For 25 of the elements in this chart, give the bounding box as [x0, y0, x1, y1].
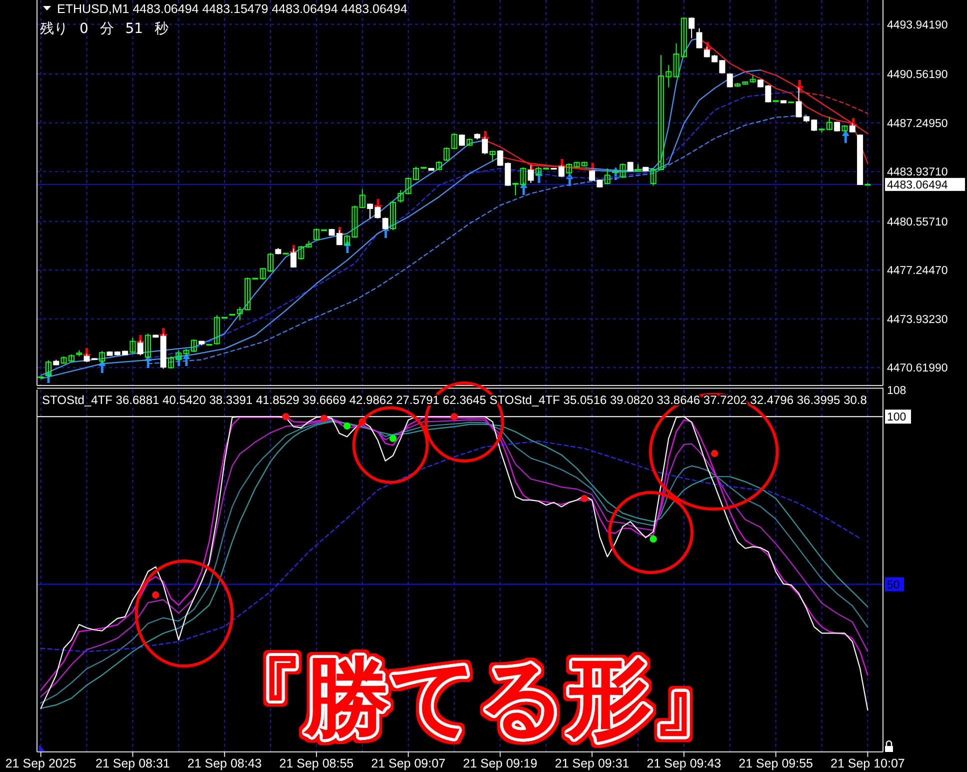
y-tick-label: 100 [887, 412, 906, 424]
ref-line-label: 4483.06494 [887, 179, 948, 192]
x-tick-label: 21 Sep 09:31 [554, 756, 630, 770]
annotation: 残り 0 分 51 秒 [40, 21, 169, 37]
y-tick-label: 50 [887, 579, 900, 592]
y-tick-label: 108 [887, 384, 906, 397]
x-tick-label: 21 Sep 09:43 [646, 756, 722, 770]
x-tick-label: 21 Sep 08:43 [187, 756, 262, 770]
y-tick-label: 4487.24950 [887, 118, 948, 130]
x-tick-label: 21 Sep 08:55 [279, 756, 354, 770]
y-tick-label: 4480.55710 [887, 216, 948, 228]
y-tick-label: 4490.56190 [887, 69, 948, 82]
x-tick-label: 21 Sep 08:31 [96, 756, 170, 770]
x-tick-label: 21 Sep 09:19 [463, 756, 538, 770]
y-tick-label: 4470.61990 [887, 362, 948, 375]
x-tick-label: 21 Sep 09:07 [371, 756, 446, 770]
x-tick-label: 21 Sep 09:55 [738, 756, 814, 770]
y-tick-label: 4477.24470 [887, 265, 948, 278]
chart-title: ETHUSD,M1 4483.06494 4483.15479 4483.06494 4483.06494 [57, 2, 408, 16]
y-tick-label: 4493.94190 [887, 19, 948, 32]
y-tick-label: 4473.93230 [887, 314, 948, 326]
x-tick-label: 21 Sep 2025 [5, 756, 76, 770]
y-tick-label: 4483.93710 [887, 166, 948, 179]
x-tick-label: 21 Sep 10:07 [830, 756, 905, 770]
annotation: 『勝てる形』 [218, 648, 738, 748]
